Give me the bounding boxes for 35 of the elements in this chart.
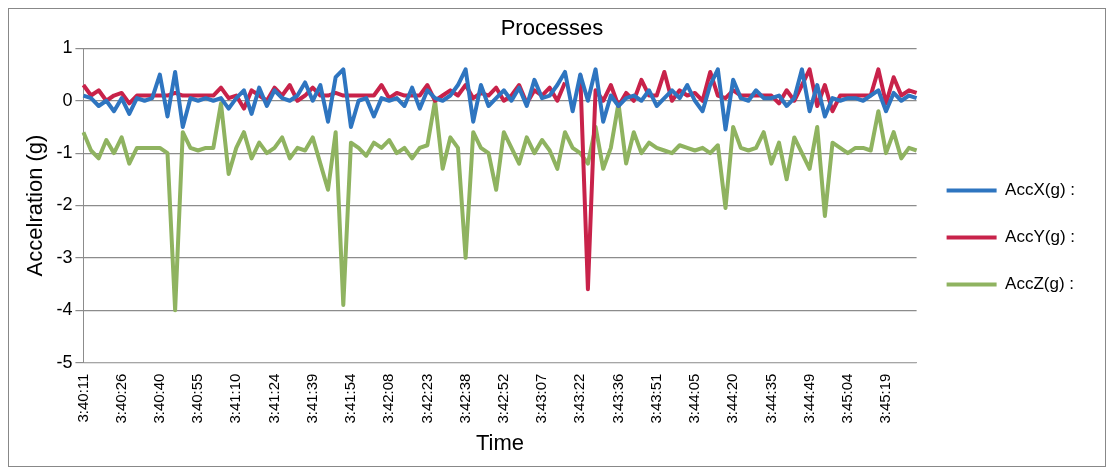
y-tick-label: -5 — [56, 351, 73, 372]
x-tick-label: 3:45:04 — [837, 373, 855, 424]
legend-label: AccZ(g) : — [1005, 274, 1075, 294]
x-tick-label: 3:40:40 — [149, 373, 167, 424]
x-tick-label: 3:41:54 — [341, 373, 359, 424]
x-tick-label: 3:41:39 — [302, 373, 320, 424]
x-tick-label: 3:43:36 — [608, 373, 626, 424]
x-tick-label: 3:44:20 — [723, 373, 741, 424]
legend-label: AccY(g) : — [1005, 227, 1076, 247]
x-tick-label: 3:40:26 — [111, 373, 129, 424]
x-tick-label: 3:41:24 — [264, 373, 282, 424]
y-tick-label: -4 — [56, 299, 73, 320]
x-axis-title: Time — [475, 429, 525, 455]
x-tick-label: 3:41:10 — [226, 373, 244, 424]
x-tick-label: 3:44:35 — [761, 373, 779, 424]
x-tick-label: 3:44:49 — [799, 373, 817, 424]
y-tick-label: -3 — [56, 246, 73, 267]
x-tick-label: 3:40:11 — [73, 373, 91, 423]
y-tick-label: 1 — [62, 37, 73, 58]
legend-label: AccX(g) : — [1005, 180, 1076, 200]
y-tick-label: -2 — [56, 194, 73, 215]
y-tick-label: -1 — [56, 142, 73, 163]
y-tick-label: 0 — [62, 89, 73, 110]
x-tick-label: 3:43:51 — [646, 373, 664, 424]
x-tick-label: 3:43:07 — [532, 373, 550, 424]
x-tick-label: 3:42:38 — [455, 373, 473, 424]
x-tick-label: 3:42:52 — [493, 373, 511, 424]
x-tick-label: 3:45:19 — [876, 373, 894, 424]
x-tick-label: 3:42:08 — [379, 373, 397, 424]
x-tick-label: 3:44:05 — [685, 373, 703, 424]
x-tick-label: 3:42:23 — [417, 373, 435, 424]
y-axis-title: Accelration (g) — [22, 134, 48, 277]
chart-title: Processes — [500, 15, 604, 41]
x-tick-label: 3:43:22 — [570, 373, 588, 424]
x-tick-label: 3:40:55 — [188, 373, 206, 424]
